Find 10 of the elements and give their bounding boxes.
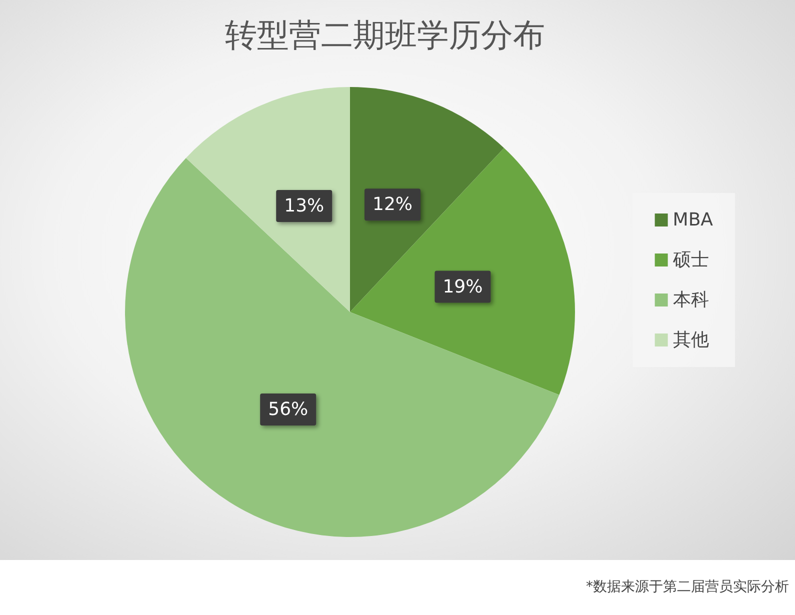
chart-title: 转型营二期班学历分布 bbox=[225, 16, 545, 54]
data-label: 12% bbox=[372, 194, 413, 216]
legend-label: 本科 bbox=[672, 290, 709, 310]
legend-label: 其他 bbox=[672, 330, 709, 350]
data-label: 13% bbox=[284, 196, 324, 216]
text: *数据来源于第二届营员实际分析 bbox=[586, 578, 789, 596]
data-label: 56% bbox=[268, 399, 308, 420]
legend-label: MBA bbox=[672, 210, 714, 230]
data-label: 19% bbox=[442, 276, 483, 298]
legend-label: 硕士 bbox=[672, 250, 709, 270]
